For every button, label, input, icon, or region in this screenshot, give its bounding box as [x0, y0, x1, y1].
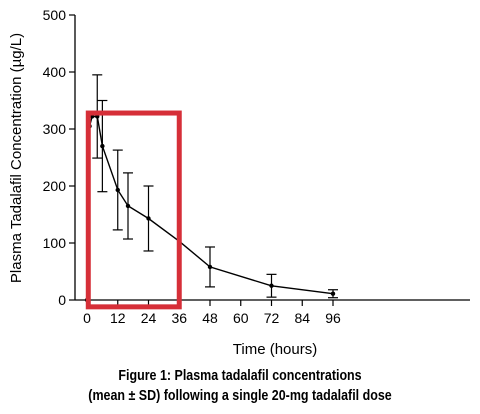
x-tick-label: 84 [294, 310, 310, 326]
x-tick-label: 24 [141, 310, 157, 326]
x-tick-label: 12 [110, 310, 126, 326]
data-point [125, 203, 131, 209]
x-axis-label: Time (hours) [233, 341, 317, 358]
y-tick-label: 100 [43, 235, 67, 251]
x-tick-label: 48 [202, 310, 218, 326]
concentration-chart: 0 100 200 300 400 500 0 12 24 36 48 60 72 84 96 Time (… [8, 7, 470, 358]
data-point [330, 291, 336, 296]
y-tick-label: 300 [43, 121, 67, 137]
x-tick-label: 0 [83, 310, 91, 326]
data-point [269, 283, 274, 288]
y-tick-label: 0 [58, 292, 66, 308]
error-bars [92, 74, 338, 299]
x-tick-label: 36 [171, 310, 187, 326]
y-tick-label: 500 [43, 7, 67, 23]
data-point [100, 143, 105, 149]
figure-caption-line1: Figure 1: Plasma tadalafil concentration… [118, 368, 362, 384]
axis-ticks: 0 100 200 300 400 500 0 12 24 36 48 60 72 84 96 [43, 7, 341, 326]
data-point [115, 187, 120, 193]
figure-caption-line2: (mean ± SD) following a single 20-mg tad… [88, 388, 392, 404]
highlight-rectangle [85, 110, 182, 310]
highlight-box [85, 110, 182, 310]
y-tick-label: 400 [43, 64, 67, 80]
data-point [146, 216, 151, 221]
data-point [207, 264, 213, 270]
axes [74, 15, 470, 301]
y-axis-label: Plasma Tadalafil Concentration (µg/L) [8, 33, 25, 283]
x-tick-label: 96 [325, 310, 341, 326]
x-tick-label: 72 [264, 310, 280, 326]
y-tick-label: 200 [43, 178, 67, 194]
x-tick-label: 60 [233, 310, 249, 326]
